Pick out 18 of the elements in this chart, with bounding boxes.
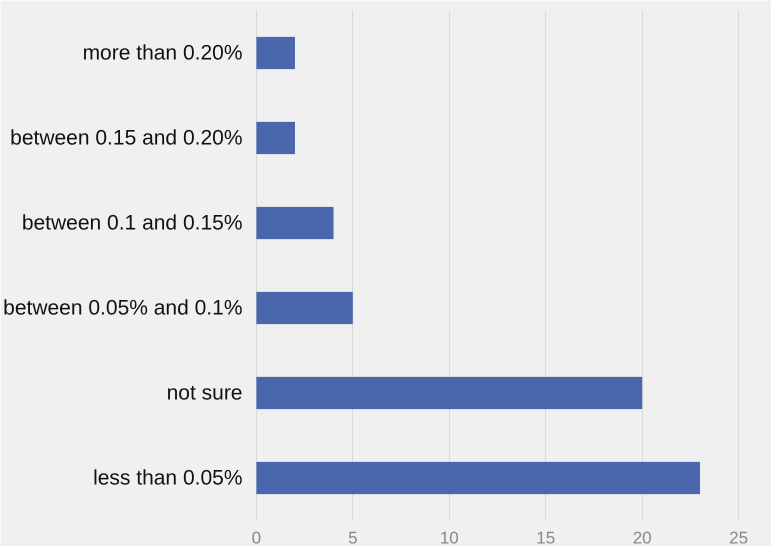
bar [256,462,700,494]
x-tick-label: 20 [632,528,652,546]
y-tick-label: between 0.15 and 0.20% [10,126,243,150]
x-tick-label: 0 [252,528,262,546]
y-tick-label: between 0.1 and 0.15% [22,212,243,234]
x-tick-label: 25 [729,528,748,546]
bar [256,292,353,324]
bar [256,36,295,70]
bar [256,122,295,154]
x-tick-label: 15 [536,528,556,546]
y-tick-label: not sure [166,382,243,404]
bar [256,206,334,240]
y-tick-label: between 0.05% and 0.1% [3,296,243,320]
bar [256,376,642,410]
y-tick-label: more than 0.20% [82,42,243,64]
x-tick-label: 5 [348,528,358,546]
y-tick-label: less than 0.05% [93,466,243,490]
x-tick-label: 10 [440,528,459,546]
